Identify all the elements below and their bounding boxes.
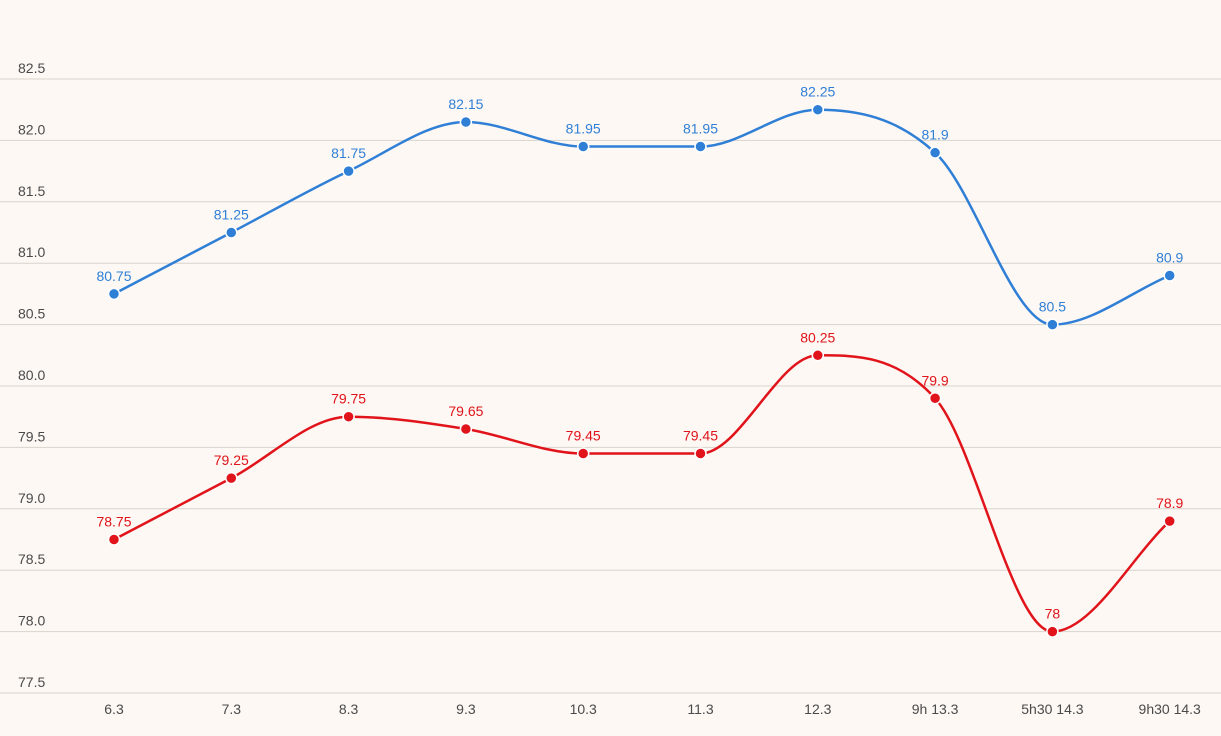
data-point[interactable] <box>459 422 473 436</box>
data-label: 80.25 <box>800 329 835 345</box>
x-tick-label: 10.3 <box>570 701 597 717</box>
data-point[interactable] <box>811 103 825 116</box>
x-tick-label: 9h 13.3 <box>912 701 959 717</box>
y-tick-label: 80.0 <box>18 367 45 383</box>
data-label: 79.45 <box>683 428 718 444</box>
data-label: 78.75 <box>96 514 131 530</box>
x-axis: 6.3 7.3 8.3 9.3 10.3 11.3 12.3 9h 13.3 5h30 14.3… <box>104 701 1201 717</box>
data-point[interactable] <box>928 392 942 405</box>
data-point[interactable] <box>225 471 238 485</box>
x-tick-label: 9h30 14.3 <box>1139 701 1201 717</box>
x-tick-label: 8.3 <box>339 701 359 717</box>
y-tick-label: 78.5 <box>18 551 45 567</box>
data-label: 78 <box>1045 606 1061 622</box>
data-label: 79.25 <box>214 452 249 468</box>
data-label: 81.75 <box>331 145 366 161</box>
data-point[interactable] <box>225 226 238 239</box>
data-point[interactable] <box>342 164 355 178</box>
data-label: 80.75 <box>96 268 131 284</box>
y-tick-label: 81.5 <box>18 183 45 199</box>
grid-lines <box>0 78 1221 694</box>
data-point[interactable] <box>1046 318 1059 331</box>
data-label: 79.65 <box>448 403 483 419</box>
data-point[interactable] <box>811 349 825 362</box>
x-tick-label: 9.3 <box>456 701 476 717</box>
data-point[interactable] <box>576 447 590 460</box>
series-line <box>113 354 1171 633</box>
data-label: 81.25 <box>214 207 249 223</box>
data-point[interactable] <box>107 533 121 546</box>
series-line <box>113 108 1171 326</box>
y-tick-label: 78.0 <box>18 613 45 629</box>
y-tick-label: 79.0 <box>18 490 45 506</box>
y-tick-label: 80.5 <box>18 306 45 322</box>
series-group: 80.75 81.25 81.75 82.15 81.95 81.95 82.25 81.9 8… <box>96 84 1184 638</box>
x-tick-label: 12.3 <box>804 701 831 717</box>
y-tick-label: 82.5 <box>18 60 45 76</box>
data-point[interactable] <box>576 140 590 153</box>
data-label: 80.5 <box>1039 299 1066 315</box>
data-point[interactable] <box>342 410 355 423</box>
data-label: 81.95 <box>683 121 718 137</box>
data-label: 82.25 <box>800 84 835 100</box>
data-label: 82.15 <box>448 96 483 112</box>
y-tick-label: 82.0 <box>18 121 45 137</box>
data-label: 81.95 <box>566 121 601 137</box>
data-point[interactable] <box>694 447 707 460</box>
data-label: 80.9 <box>1156 249 1183 265</box>
data-point[interactable] <box>1163 269 1176 282</box>
data-point[interactable] <box>1163 514 1176 528</box>
data-label: 78.9 <box>1156 495 1183 511</box>
data-point[interactable] <box>1046 625 1059 638</box>
data-label: 81.9 <box>921 127 948 143</box>
x-tick-label: 11.3 <box>687 701 713 717</box>
x-tick-label: 7.3 <box>222 701 242 717</box>
data-point[interactable] <box>694 140 707 153</box>
data-point[interactable] <box>107 287 121 301</box>
y-tick-label: 77.5 <box>18 674 45 690</box>
data-label: 79.9 <box>921 372 948 388</box>
y-tick-label: 79.5 <box>18 428 45 444</box>
x-tick-label: 5h30 14.3 <box>1021 701 1083 717</box>
y-axis: 77.5 78.0 78.5 79.0 79.5 80.0 80.5 81.0 81.5 82.0… <box>18 60 45 690</box>
x-tick-label: 6.3 <box>104 701 124 717</box>
data-label: 79.45 <box>566 428 601 444</box>
data-point[interactable] <box>928 146 942 159</box>
data-label: 79.75 <box>331 391 366 407</box>
data-point[interactable] <box>459 115 473 129</box>
y-tick-label: 81.0 <box>18 244 45 260</box>
